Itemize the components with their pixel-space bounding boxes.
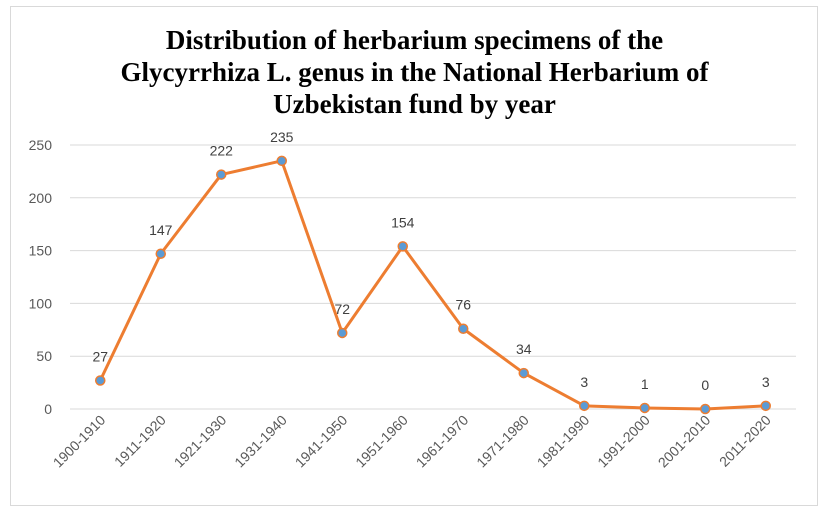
data-point [155, 248, 166, 260]
x-tick-label: 1991-2000 [594, 412, 653, 471]
y-tick-label: 150 [29, 243, 53, 259]
chart-frame [10, 6, 818, 506]
x-tick-label: 1931-1940 [231, 412, 290, 471]
data-label: 34 [516, 341, 532, 357]
x-tick-label: 2011-2020 [716, 412, 774, 470]
data-point [518, 367, 529, 379]
data-point [276, 155, 287, 167]
x-tick-label: 1941-1950 [292, 412, 351, 471]
data-point [639, 402, 650, 414]
data-label: 235 [270, 129, 294, 145]
x-tick-label: 1961-1970 [413, 412, 472, 471]
chart-title-line-3: Uzbekistan fund by year [273, 89, 556, 119]
chart-title-line-2: Glycyrrhiza L. genus in the National Her… [120, 57, 709, 87]
data-label: 3 [580, 374, 588, 390]
x-tick-label: 1900-1910 [50, 412, 109, 471]
x-tick-label: 1971-1980 [473, 412, 532, 471]
y-tick-label: 200 [29, 190, 53, 206]
data-point [458, 323, 469, 334]
data-label: 27 [92, 348, 108, 364]
y-tick-label: 100 [29, 295, 53, 311]
x-tick-label: 2001-2010 [655, 412, 714, 471]
data-label: 222 [210, 143, 234, 159]
data-point [216, 169, 227, 180]
chart-title: Distribution of herbarium specimens of t… [0, 24, 829, 120]
data-label: 72 [334, 301, 350, 317]
data-label: 1 [641, 376, 649, 392]
data-label: 76 [455, 297, 471, 313]
y-tick-label: 250 [29, 137, 53, 153]
series-line [98, 159, 768, 411]
x-tick-label: 1921-1930 [171, 412, 230, 471]
data-label: 3 [762, 374, 770, 390]
data-point [95, 375, 106, 386]
x-tick-label: 1951-1960 [352, 412, 411, 471]
x-tick-label: 1981-1990 [534, 412, 593, 471]
data-point [397, 241, 408, 252]
y-tick-label: 50 [36, 348, 52, 364]
data-label: 154 [391, 214, 415, 230]
data-point [579, 400, 590, 412]
data-point [700, 403, 711, 415]
data-point [337, 327, 348, 339]
data-label: 0 [701, 377, 709, 393]
data-point [760, 400, 771, 412]
x-tick-label: 1911-1920 [111, 412, 169, 470]
y-tick-label: 0 [44, 401, 52, 417]
chart-title-line-1: Distribution of herbarium specimens of t… [165, 25, 664, 55]
data-label: 147 [149, 222, 173, 238]
